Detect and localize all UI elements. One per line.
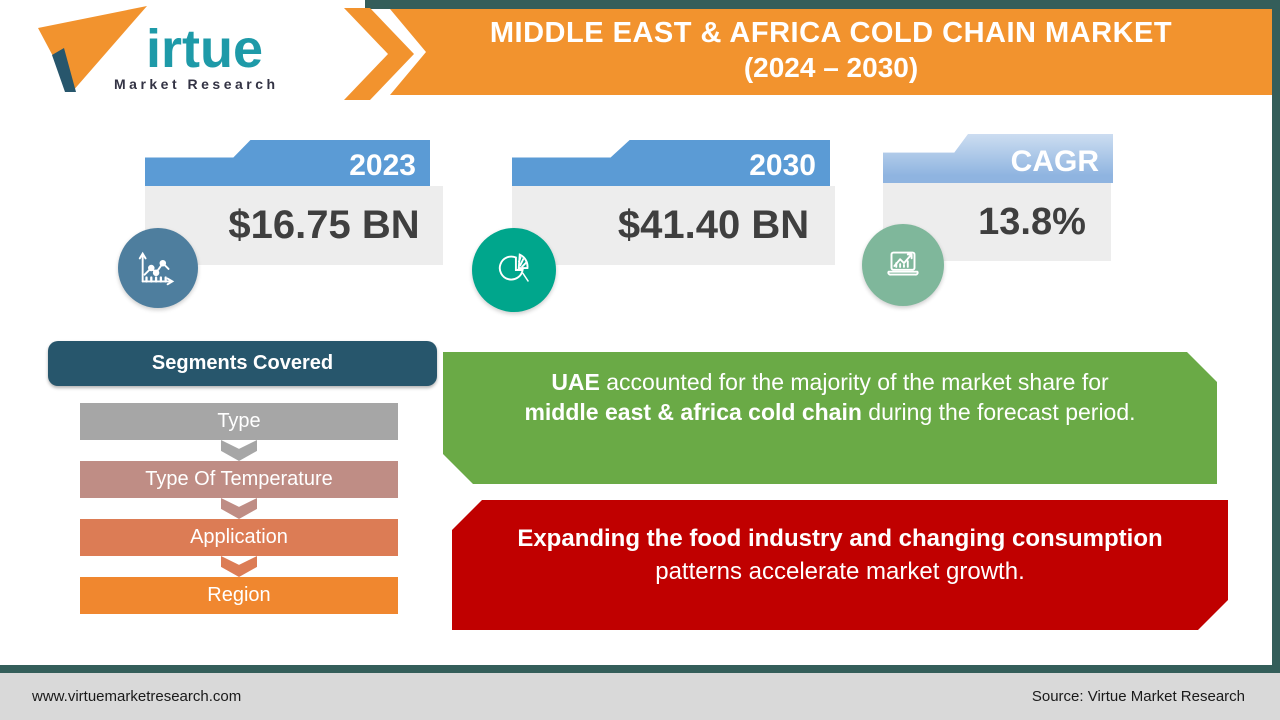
market-share-country: UAE bbox=[551, 369, 600, 395]
stat-2030-tab: 2030 bbox=[512, 140, 830, 186]
stat-2030-label: 2030 bbox=[749, 149, 816, 182]
stat-2023-badge bbox=[118, 228, 198, 308]
page-title-line1: MIDDLE EAST & AFRICA COLD CHAIN MARKET bbox=[489, 17, 1173, 49]
stat-2030-badge bbox=[472, 228, 556, 312]
market-share-text1: accounted for the majority of the market… bbox=[599, 369, 1109, 395]
growth-driver-line2: patterns accelerate market growth. bbox=[655, 558, 1025, 585]
segments-covered-label: Segments Covered bbox=[151, 352, 334, 374]
segment-type: Type bbox=[80, 403, 398, 440]
right-border bbox=[1272, 0, 1280, 673]
segment-type-of-temperature-label: Type Of Temperature bbox=[145, 468, 333, 490]
stat-2030-value: $41.40 BN bbox=[512, 186, 835, 265]
title-banner: MIDDLE EAST & AFRICA COLD CHAIN MARKET (… bbox=[390, 9, 1272, 95]
segment-region-label: Region bbox=[207, 584, 271, 606]
logo-wordmark: irtue bbox=[146, 19, 263, 79]
segment-application-label: Application bbox=[190, 526, 288, 548]
line-chart-icon bbox=[138, 251, 175, 286]
top-border bbox=[365, 0, 1280, 9]
stat-2030-amount: $41.40 BN bbox=[617, 203, 810, 247]
segment-region: Region bbox=[80, 577, 398, 614]
page-title-line2: (2024 – 2030) bbox=[743, 52, 919, 83]
market-share-market: middle east & africa cold chain bbox=[524, 399, 862, 425]
segment-type-label: Type bbox=[217, 410, 261, 432]
laptop-chart-icon bbox=[887, 251, 919, 276]
footer: www.virtuemarketresearch.com Source: Vir… bbox=[0, 673, 1280, 720]
stat-2023-label: 2023 bbox=[349, 149, 416, 182]
arrow-down-icon bbox=[221, 556, 257, 577]
market-share-callout: UAE accounted for the majority of the ma… bbox=[443, 352, 1217, 484]
market-share-text2: during the forecast period. bbox=[861, 399, 1136, 425]
growth-driver-line1: Expanding the food industry and changing… bbox=[517, 525, 1163, 552]
stat-cagr-badge bbox=[862, 224, 944, 306]
stat-cagr-amount: 13.8% bbox=[978, 200, 1086, 243]
virtue-logo: irtue Market Research bbox=[38, 6, 279, 92]
arrow-down-icon bbox=[221, 440, 257, 461]
logo-subtitle: Market Research bbox=[114, 76, 279, 92]
segment-application: Application bbox=[80, 519, 398, 556]
segments-covered-header: Segments Covered bbox=[48, 341, 437, 386]
footer-website: www.virtuemarketresearch.com bbox=[32, 688, 242, 705]
arrow-down-icon bbox=[221, 498, 257, 519]
footer-source: Source: Virtue Market Research bbox=[1031, 688, 1245, 705]
growth-driver-callout: Expanding the food industry and changing… bbox=[452, 500, 1228, 630]
stat-cagr-label: CAGR bbox=[1010, 144, 1099, 178]
footer-divider bbox=[0, 665, 1280, 673]
logo-tick-icon bbox=[52, 48, 76, 92]
stat-2023-amount: $16.75 BN bbox=[228, 203, 420, 247]
header-chevron-icon bbox=[344, 8, 414, 100]
stat-2023-tab: 2023 bbox=[145, 140, 430, 186]
market-share-line2: middle east & africa cold chain during t… bbox=[443, 397, 1217, 427]
segment-type-of-temperature: Type Of Temperature bbox=[80, 461, 398, 498]
pie-chart-icon bbox=[498, 253, 530, 282]
stat-cagr-tab: CAGR bbox=[883, 134, 1113, 183]
market-share-line1: UAE accounted for the majority of the ma… bbox=[443, 367, 1217, 397]
